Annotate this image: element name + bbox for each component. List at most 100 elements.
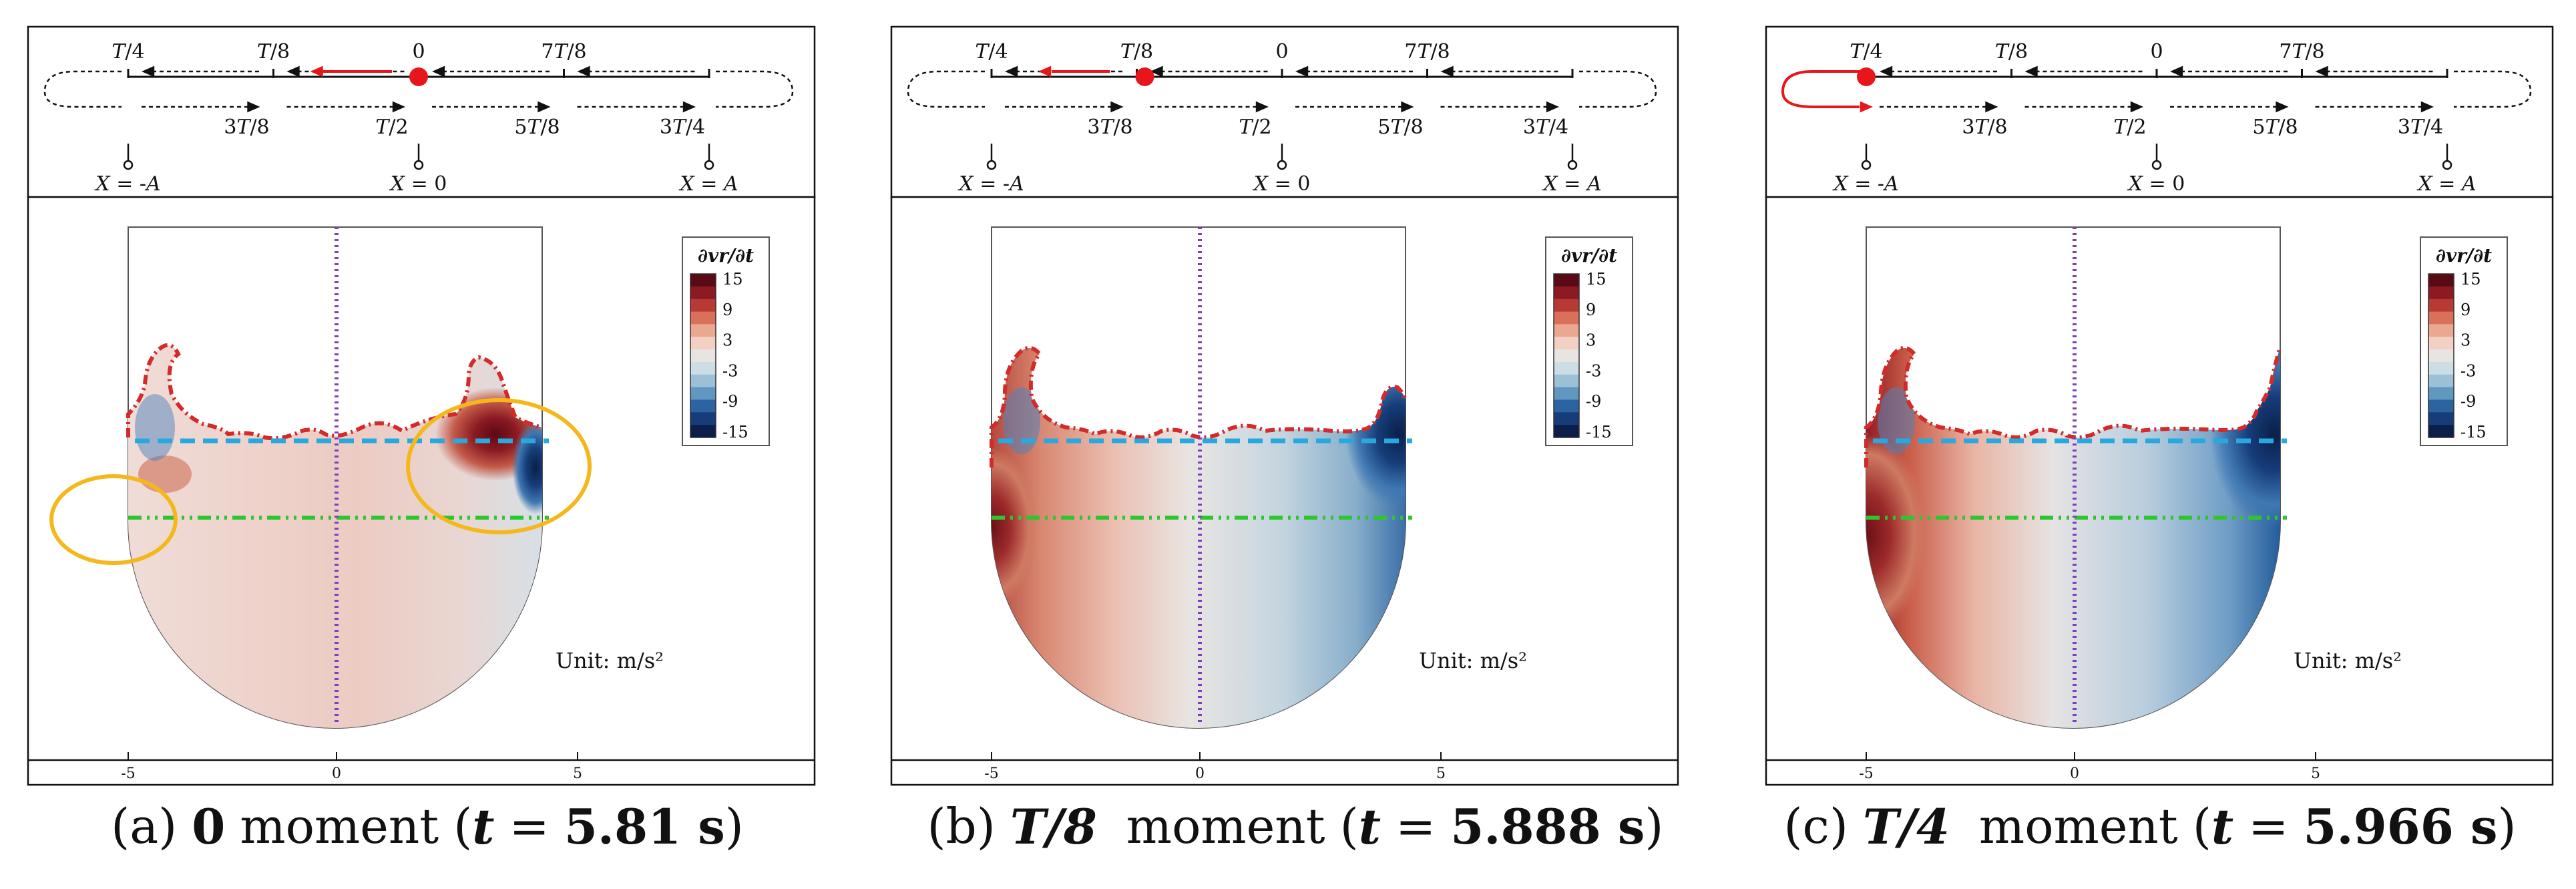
- legend-level-label: 9: [722, 301, 732, 319]
- turnaround-right: [2454, 70, 2532, 108]
- legend-level-label: 3: [2460, 331, 2471, 350]
- arrow-head: [2276, 101, 2289, 113]
- position-marker-circle: [413, 160, 424, 170]
- caption-moment: moment: [1978, 798, 2178, 854]
- legend-title: ∂vr/∂t: [698, 244, 754, 266]
- legend-swatch: [1554, 311, 1579, 325]
- legend-title: ∂vr/∂t: [1561, 244, 1617, 266]
- arrow-head: [1150, 65, 1163, 77]
- legend-swatch: [1554, 374, 1579, 388]
- arrow-head: [538, 101, 551, 113]
- x-tick-label: -5: [121, 765, 135, 782]
- legend-swatch: [690, 311, 716, 325]
- x-tick-label: -5: [1859, 765, 1873, 782]
- arrow-head: [1255, 101, 1269, 113]
- x-tick-label: 5: [2311, 765, 2320, 782]
- legend-swatch: [690, 361, 716, 375]
- arrow-head: [1440, 65, 1454, 77]
- legend-swatch: [1554, 412, 1579, 425]
- contour-hotspot-blue: [135, 394, 175, 461]
- contour-plot: -5 0 5 ∂vr/∂t 15 9 3 -3 -9 -15 Unit: m/s²: [27, 196, 816, 786]
- legend-swatch: [2428, 412, 2454, 425]
- caption-open-paren: (: [1339, 798, 1359, 854]
- unit-label: Unit: m/s²: [556, 648, 664, 673]
- phase-label-bottom: 5T/8: [2252, 116, 2298, 139]
- x-tick-label: 5: [573, 765, 582, 782]
- arrow-head: [2024, 65, 2038, 77]
- arrow-head: [577, 65, 590, 77]
- colorbar-legend: ∂vr/∂t 15 9 3 -3 -9 -15: [682, 236, 770, 446]
- colorbar-legend: ∂vr/∂t 15 9 3 -3 -9 -15: [1545, 236, 1633, 446]
- contour-hotspot-red: [992, 448, 1038, 608]
- position-label: X = 0: [389, 172, 447, 196]
- legend-swatch: [1554, 425, 1579, 438]
- turnaround-left: [907, 70, 985, 108]
- contour-hotspot-blue: [1003, 387, 1040, 454]
- phase-label-bottom: 3T/8: [1962, 116, 2007, 139]
- body-position-marker: [1857, 67, 1876, 86]
- panel-a: T/4 T/8 0 7T/8 3T/8 T/2 5T/8 3T/4 X = -A X = 0 X =…: [27, 25, 816, 786]
- phase-label-top: 7T/8: [2279, 40, 2324, 63]
- legend-swatch: [690, 412, 716, 425]
- legend-swatch: [2428, 425, 2454, 438]
- body-position-marker: [1135, 67, 1154, 86]
- legend-swatch: [690, 286, 716, 300]
- caption-letter: (a): [111, 798, 178, 854]
- free-surface-line: [990, 346, 1408, 468]
- caption-phase: 0: [192, 797, 226, 855]
- legend-swatch: [1554, 324, 1579, 337]
- arrow-head: [286, 65, 300, 77]
- caption-equals: =: [2248, 798, 2289, 854]
- arrow-head: [2130, 101, 2143, 113]
- phase-label-top: 0: [1275, 40, 1288, 63]
- position-marker-circle: [704, 160, 714, 170]
- arrow-head: [1295, 65, 1309, 77]
- legend-bar-outline: [2428, 273, 2454, 438]
- phase-label-top: T/4: [112, 40, 144, 63]
- position-marker-circle: [1861, 160, 1872, 170]
- legend-swatch: [690, 425, 716, 438]
- free-surface-line: [126, 343, 543, 441]
- arrow-head: [1005, 65, 1018, 77]
- turnaround-right: [716, 70, 794, 108]
- legend-swatch: [690, 299, 716, 313]
- position-marker-circle: [986, 160, 997, 170]
- highlight-ellipse: [406, 398, 592, 534]
- caption-moment: moment: [1126, 798, 1325, 854]
- caption-letter: (b): [927, 798, 996, 854]
- contour-hotspot-blue: [512, 421, 542, 514]
- caption-c: (c) T/4 moment ( t = 5.966 s ): [1736, 789, 2564, 863]
- phase-label-bottom: 5T/8: [1377, 116, 1423, 139]
- position-label: X = -A: [957, 172, 1024, 196]
- legend-swatch: [1554, 286, 1579, 300]
- legend-swatch: [690, 337, 716, 350]
- x-tick-label: 0: [332, 765, 341, 782]
- arrow-head: [1860, 101, 1873, 113]
- phase-label-top: 7T/8: [541, 40, 586, 63]
- legend-level-label: -9: [722, 392, 738, 411]
- motion-diagram: T/4 T/8 0 7T/8 3T/8 T/2 5T/8 3T/4 X = -A X = 0 X =…: [27, 25, 816, 198]
- legend-swatch: [1554, 399, 1579, 413]
- legend-swatch: [690, 399, 716, 413]
- legend-swatch: [2428, 274, 2454, 287]
- caption-close-paren: ): [2497, 798, 2517, 854]
- position-label: X = -A: [94, 172, 160, 196]
- position-label: X = A: [1542, 172, 1601, 196]
- legend-level-label: -3: [1586, 361, 1601, 380]
- legend-swatch: [2428, 349, 2454, 363]
- contour-hotspot-blue: [1878, 387, 1915, 454]
- phase-label-top: 0: [2150, 40, 2163, 63]
- caption-equals: =: [509, 798, 550, 854]
- motion-arrow: [1781, 70, 1860, 108]
- x-tick-label: 5: [1436, 765, 1446, 782]
- colorbar-legend: ∂vr/∂t 15 9 3 -3 -9 -15: [2420, 236, 2508, 446]
- arrow-head: [1985, 101, 1998, 113]
- legend-level-label: 9: [2460, 301, 2471, 319]
- phase-label-top: 7T/8: [1404, 40, 1450, 63]
- caption-a: (a) 0 moment ( t = 5.81 s ): [27, 789, 828, 863]
- contour-hotspot-red: [1866, 434, 1926, 635]
- x-tick-label: -5: [984, 765, 998, 782]
- phase-label-bottom: 3T/4: [1523, 116, 1568, 139]
- legend-swatch: [2428, 337, 2454, 350]
- legend-swatch: [2428, 286, 2454, 300]
